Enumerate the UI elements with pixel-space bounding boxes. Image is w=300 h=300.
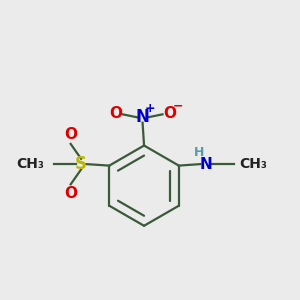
Text: O: O [163,106,176,121]
Text: H: H [194,146,204,159]
Text: O: O [109,106,122,121]
Text: N: N [199,157,212,172]
Text: CH₃: CH₃ [16,157,44,171]
Text: O: O [64,128,77,142]
Text: S: S [75,155,87,173]
Text: O: O [64,186,77,201]
Text: +: + [145,103,155,116]
Text: CH₃: CH₃ [239,157,267,171]
Text: −: − [173,100,184,112]
Text: N: N [136,108,149,126]
